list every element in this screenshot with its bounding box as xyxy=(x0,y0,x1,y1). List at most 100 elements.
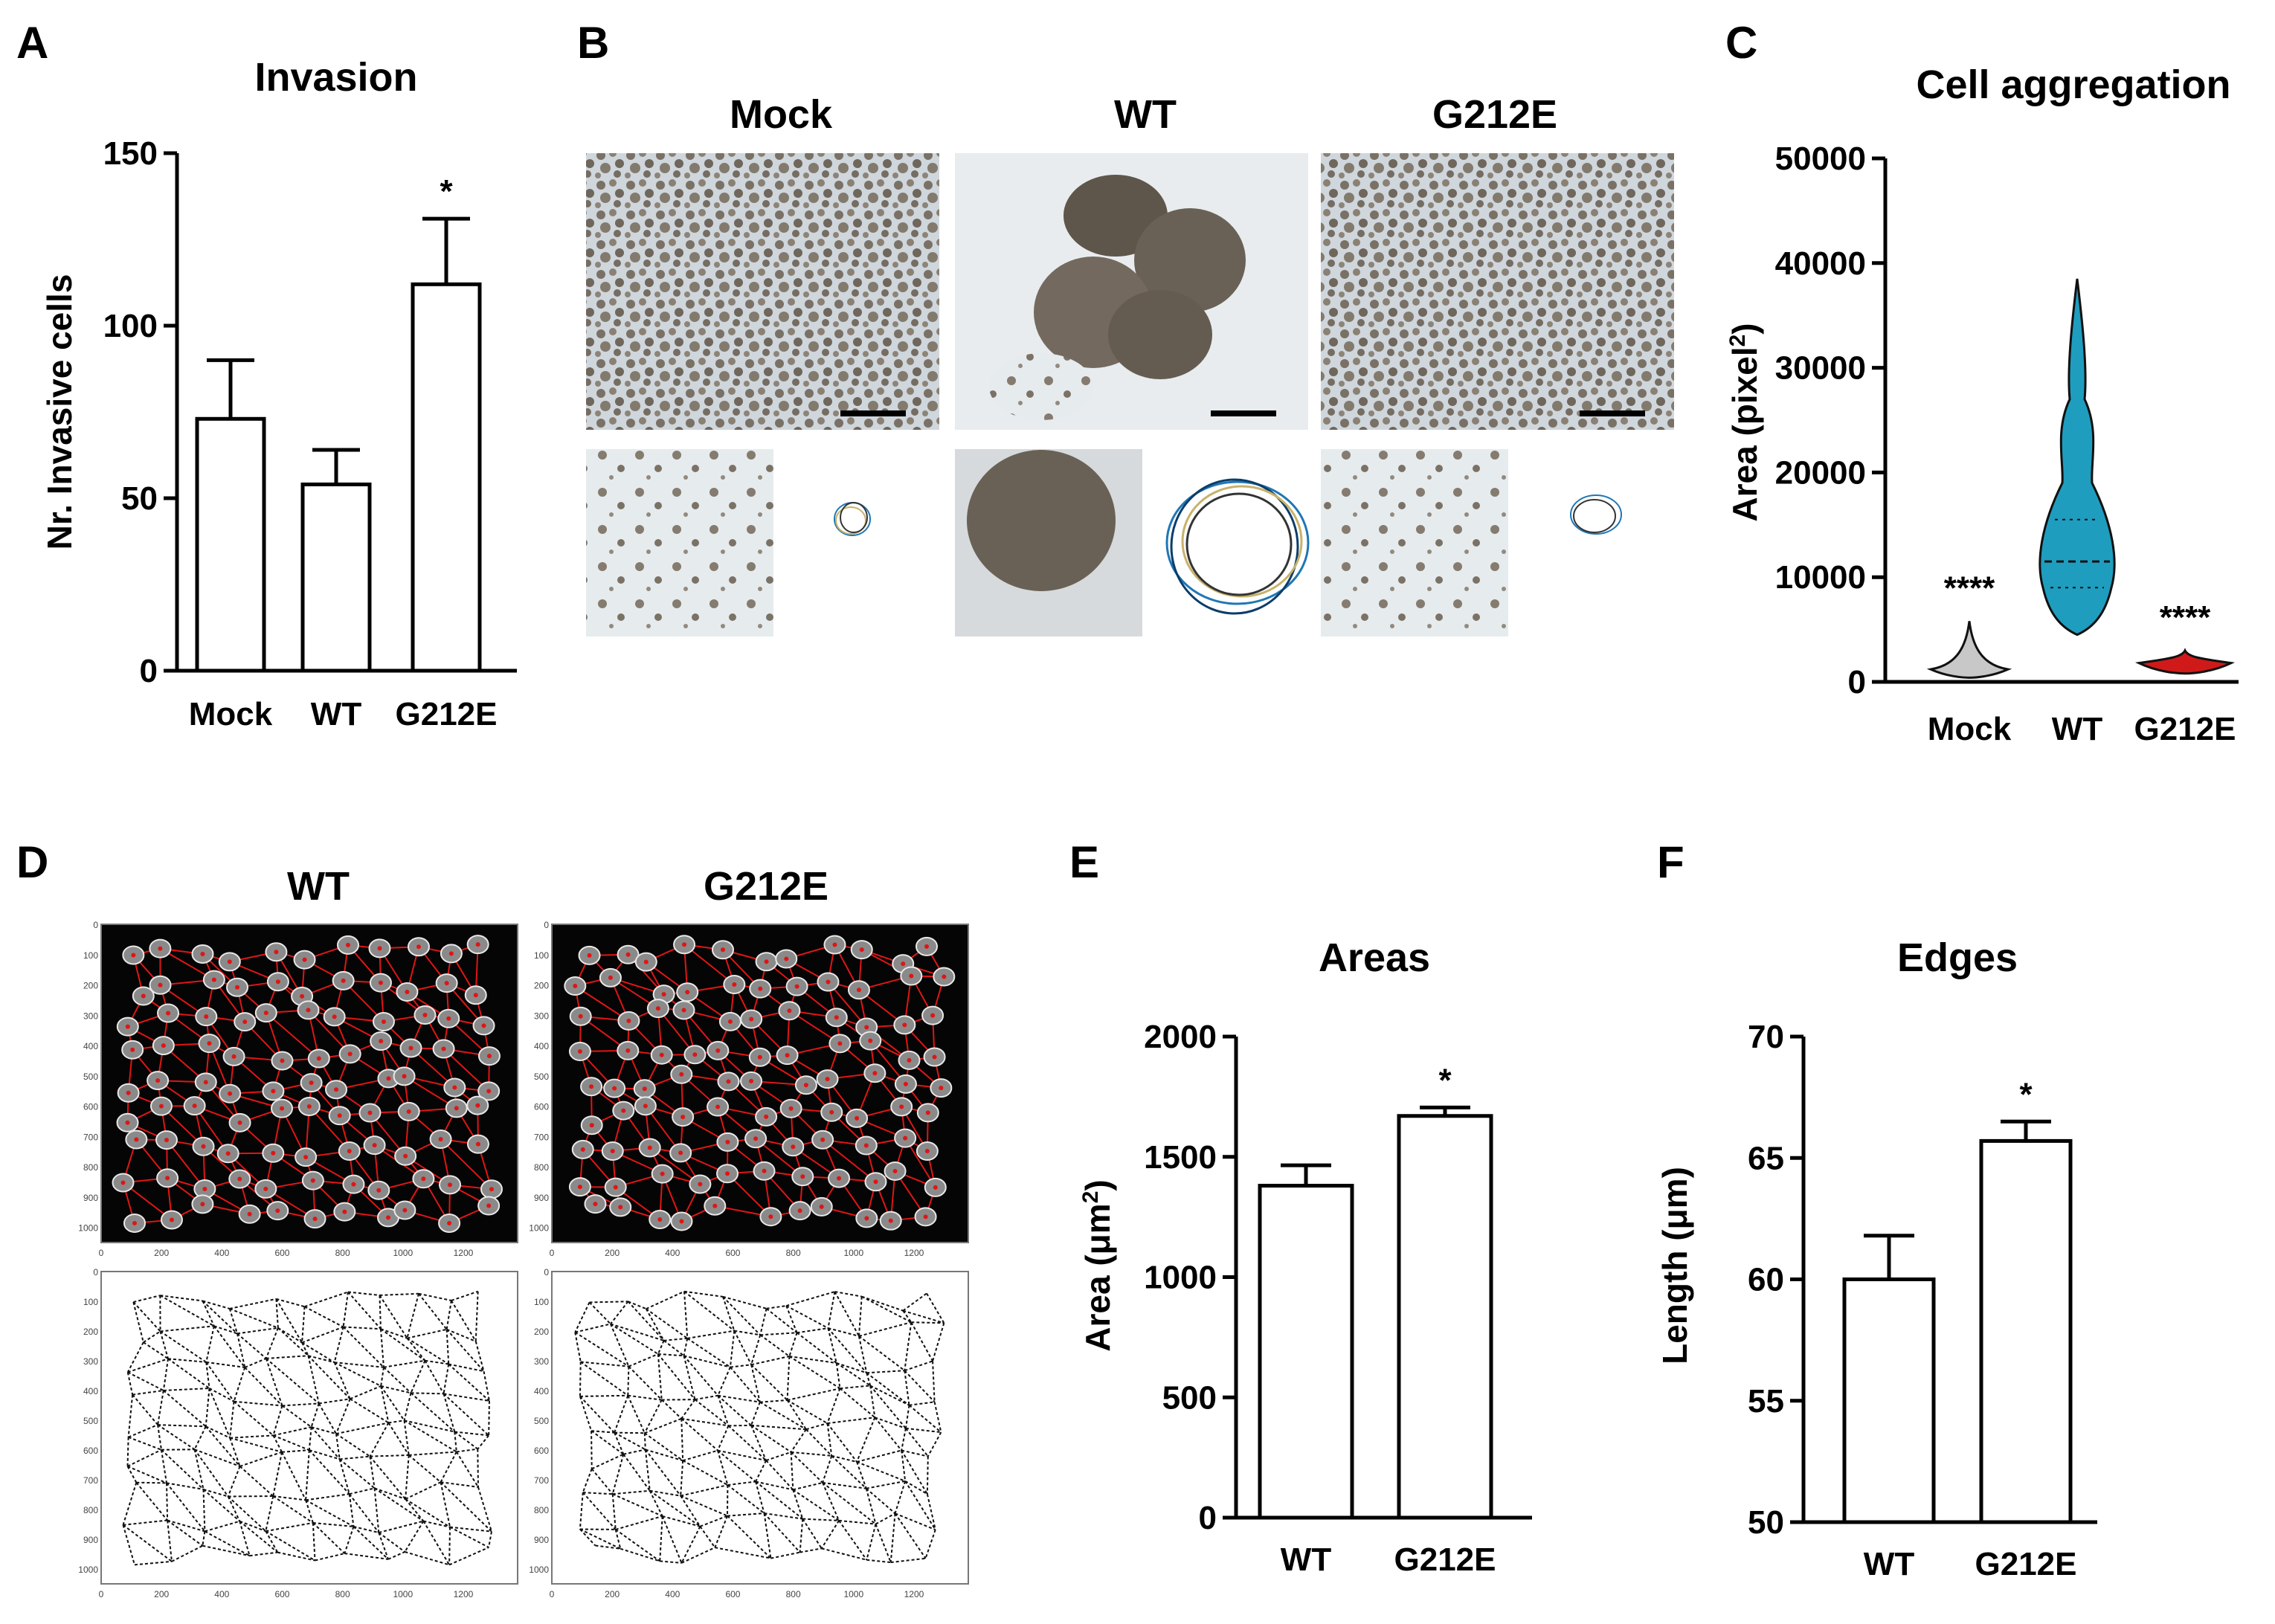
network-edge xyxy=(717,1395,752,1426)
network-edge xyxy=(589,1301,628,1304)
cell-centroid xyxy=(203,1080,208,1085)
network-edge xyxy=(157,1424,162,1450)
network-edge xyxy=(163,1388,210,1391)
network-edge xyxy=(729,1330,736,1367)
cell-centroid xyxy=(475,942,480,947)
cell-centroid xyxy=(657,1217,663,1222)
network-edge xyxy=(614,1431,646,1451)
network-edge xyxy=(194,1449,240,1467)
x-tick-label: 1000 xyxy=(393,1248,413,1258)
network-edge xyxy=(858,1321,912,1337)
network-edge xyxy=(683,1355,696,1400)
cell-centroid xyxy=(332,1014,337,1019)
y-tick-label: 700 xyxy=(534,1475,549,1486)
cell-centroid xyxy=(610,1149,615,1154)
network-edge xyxy=(722,1295,767,1309)
cell-centroid xyxy=(379,1039,384,1044)
network-edge xyxy=(305,1500,314,1524)
network-edge xyxy=(127,1371,164,1391)
network-edge xyxy=(208,1388,235,1402)
network-edge xyxy=(448,1363,490,1402)
network-edge xyxy=(208,1388,231,1439)
cell-centroid xyxy=(819,1204,824,1209)
network-edge xyxy=(202,1531,206,1546)
network-edge xyxy=(350,1385,382,1400)
x-tick-label-wt: WT xyxy=(1281,1541,1332,1578)
y-tick-label: 50 xyxy=(1748,1504,1784,1541)
network-edge xyxy=(904,1322,913,1371)
y-tick-label: 55 xyxy=(1748,1383,1784,1420)
cell-centroid xyxy=(486,1054,492,1059)
y-tick-label: 700 xyxy=(83,1475,98,1486)
network-edge xyxy=(680,1526,701,1564)
network-edge xyxy=(229,1401,235,1438)
network-edge xyxy=(785,1305,828,1330)
network-edge xyxy=(836,1362,867,1374)
cell-centroid xyxy=(837,1041,843,1046)
cell-centroid xyxy=(758,986,763,991)
network-edge xyxy=(623,1449,646,1455)
network-edge xyxy=(404,1420,455,1433)
network-edge xyxy=(448,1363,484,1373)
network-edge xyxy=(236,1333,267,1359)
x-ticks-cell-aggregation: Mock WT G212E xyxy=(1928,711,2236,747)
panel-d: D WT G212E 0 200 400 600 800 1000 120001002003… xyxy=(16,837,969,1599)
network-edge xyxy=(875,1417,907,1429)
network-edge xyxy=(349,1487,375,1495)
cell-centroid xyxy=(659,1052,664,1057)
cell-centroid xyxy=(680,1115,686,1120)
cell-centroid xyxy=(797,1208,802,1214)
network-edge xyxy=(440,1481,479,1488)
network-edge xyxy=(826,1422,857,1463)
cell-centroid xyxy=(447,1220,452,1225)
network-edge xyxy=(875,1524,892,1563)
network-edge xyxy=(455,1451,479,1488)
network-edge xyxy=(657,1353,663,1400)
network-edge xyxy=(405,1498,425,1522)
cell-centroid xyxy=(764,959,769,964)
network-edge xyxy=(445,1329,485,1372)
network-edge xyxy=(866,1559,891,1564)
network-edge xyxy=(580,1361,629,1367)
cell-centroid xyxy=(406,1109,411,1114)
y-tick-label: 400 xyxy=(83,1041,98,1051)
network-edge xyxy=(646,1308,688,1339)
network-edge xyxy=(858,1335,905,1371)
cell-centroid xyxy=(712,1203,718,1208)
network-edge xyxy=(126,1341,144,1373)
network-edge xyxy=(477,1486,492,1532)
network-edge xyxy=(407,1328,447,1339)
x-tick-label-wt: WT xyxy=(1864,1546,1915,1582)
network-edge xyxy=(335,1433,371,1457)
network-edge xyxy=(418,1292,452,1301)
network-edge xyxy=(790,1451,823,1483)
network-edge xyxy=(802,1518,823,1549)
cell-centroid xyxy=(306,1104,312,1109)
network-edge xyxy=(902,1310,913,1323)
cell-centroid xyxy=(643,1103,648,1109)
network-edge xyxy=(909,1401,935,1406)
network-edge xyxy=(717,1449,756,1483)
network-edge xyxy=(730,1366,761,1403)
y-tick-label: 1000 xyxy=(529,1223,549,1234)
network-edge xyxy=(205,1362,210,1389)
network-edge xyxy=(790,1451,794,1490)
y-tick-label: 70 xyxy=(1748,1019,1784,1055)
network-edge xyxy=(333,1327,344,1363)
network-edge xyxy=(265,1327,279,1359)
bar-g212e xyxy=(1397,1114,1493,1520)
significance-marker: **** xyxy=(2160,599,2211,636)
network-edge xyxy=(869,1385,907,1429)
network-edge xyxy=(304,1291,349,1308)
cell-centroid xyxy=(207,1041,212,1046)
x-tick-label: 400 xyxy=(214,1248,229,1258)
label-g212e-network: G212E xyxy=(704,864,828,909)
y-tick-label: 0 xyxy=(1199,1500,1217,1536)
network-edge xyxy=(591,1431,593,1469)
cell-centroid xyxy=(302,957,307,962)
cell-centroid xyxy=(768,1214,773,1219)
network-edge xyxy=(388,1420,405,1424)
cell-centroid xyxy=(337,1113,342,1118)
cell-centroid xyxy=(800,1174,805,1179)
network-edge xyxy=(204,1530,251,1557)
